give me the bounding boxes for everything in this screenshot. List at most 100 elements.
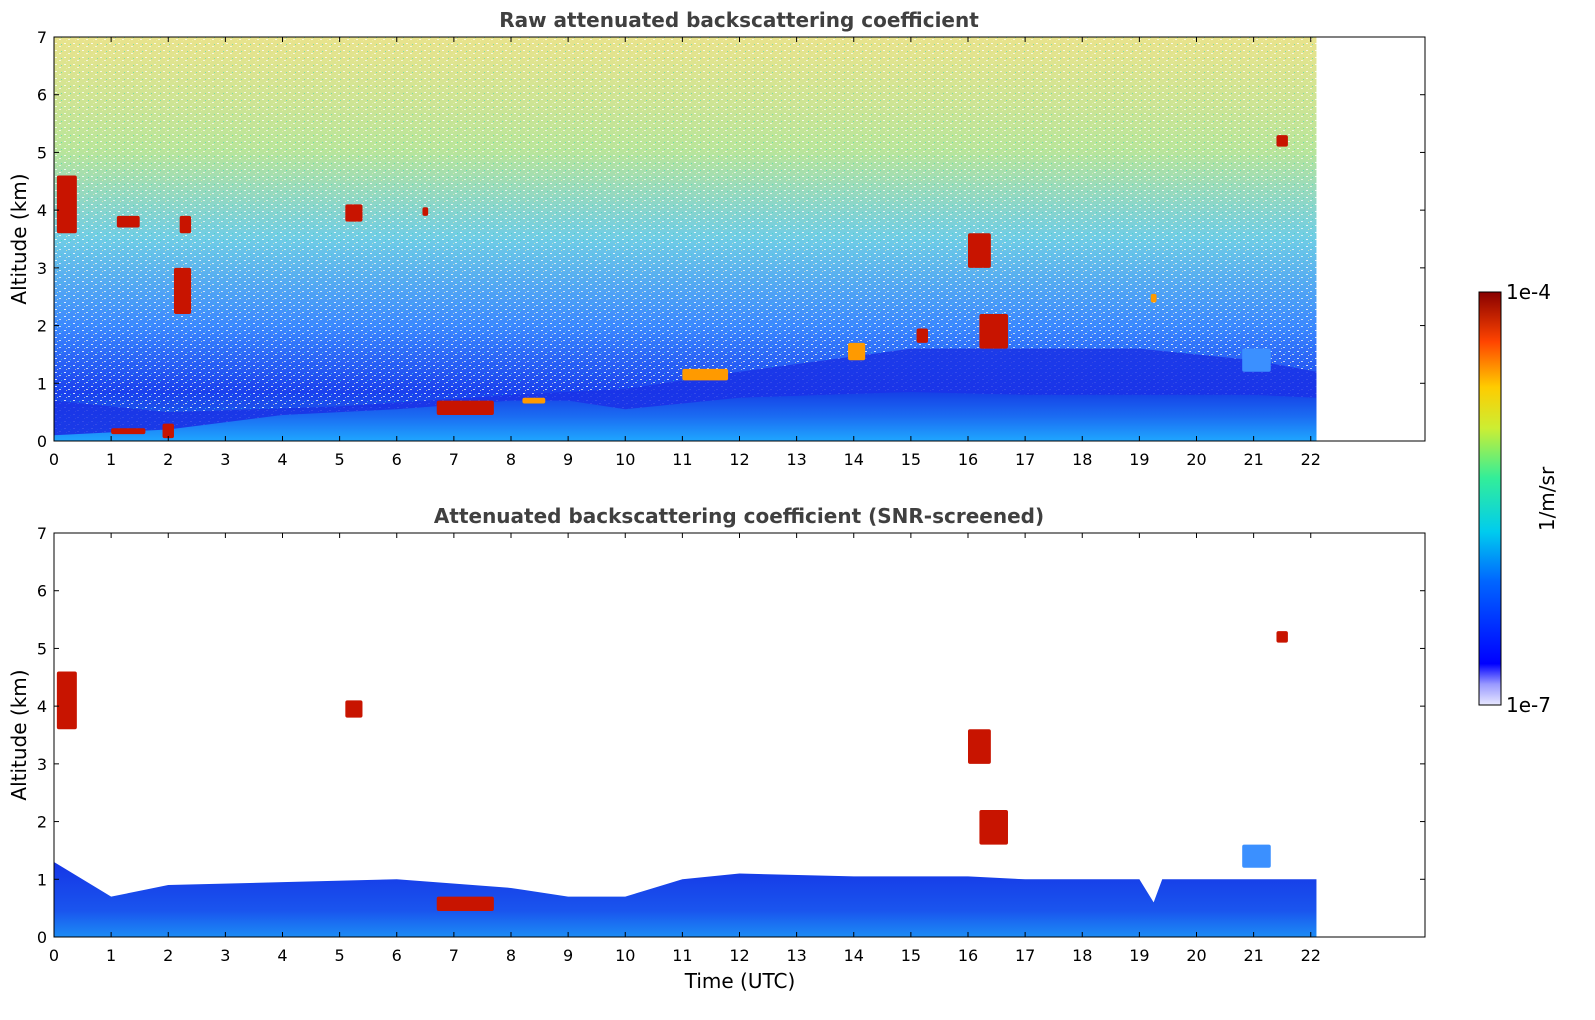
x-tick-label: 17 xyxy=(1015,450,1035,469)
x-tick-label: 22 xyxy=(1301,450,1321,469)
panel-screened-title: Attenuated backscattering coefficient (S… xyxy=(434,504,1044,528)
y-tick-label: 5 xyxy=(37,639,47,658)
screened-boundary-layer xyxy=(54,861,1317,937)
x-tick-label: 10 xyxy=(615,946,635,965)
x-tick-label: 14 xyxy=(844,450,864,469)
x-tick-label: 11 xyxy=(672,946,692,965)
cloud-feature-3 xyxy=(162,423,174,439)
x-tick-label: 5 xyxy=(335,450,345,469)
x-tick-label: 19 xyxy=(1129,450,1149,469)
y-tick-label: 6 xyxy=(37,86,47,105)
x-tick-label: 12 xyxy=(729,450,749,469)
x-tick-label: 12 xyxy=(729,946,749,965)
cloud-feature-4 xyxy=(173,267,192,315)
x-tick-label: 16 xyxy=(958,450,978,469)
x-tick-label: 7 xyxy=(449,946,459,965)
cloud-feature-16 xyxy=(1150,293,1157,303)
panel-raw-x-axis: 0 1 2 3 4 5 6 7 8 9 10 11 12 13 14 15 16 17 18 19 20 21 22 xyxy=(49,37,1321,469)
x-tick-label: 21 xyxy=(1243,946,1263,965)
cloud-feature-7 xyxy=(1242,844,1271,868)
cloud-feature-7 xyxy=(345,204,363,222)
x-tick-label: 2 xyxy=(163,450,173,469)
y-tick-label: 5 xyxy=(37,143,47,162)
cloud-feature-4 xyxy=(979,810,1008,845)
colorbar-min-label: 1e-7 xyxy=(1506,693,1551,717)
x-tick-label: 6 xyxy=(392,450,402,469)
x-tick-label: 9 xyxy=(563,450,573,469)
y-tick-label: 2 xyxy=(37,317,47,336)
x-tick-label: 3 xyxy=(220,450,230,469)
y-tick-label: 4 xyxy=(37,201,47,220)
panel-screened: Attenuated backscattering coefficient (S… xyxy=(7,504,1426,993)
screened-backscatter-heatmap xyxy=(54,631,1317,937)
x-tick-label: 15 xyxy=(901,946,921,965)
x-tick-label: 8 xyxy=(506,946,516,965)
y-tick-label: 2 xyxy=(37,813,47,832)
panel-raw: Raw attenuated backscattering coefficien… xyxy=(7,8,1426,469)
cloud-feature-13 xyxy=(916,328,929,343)
x-tick-label: 19 xyxy=(1129,946,1149,965)
y-tick-label: 3 xyxy=(37,755,47,774)
colorbar-max-label: 1e-4 xyxy=(1506,280,1551,304)
cloud-feature-9 xyxy=(436,400,494,416)
panel-screened-y-axis: 0 1 2 3 4 5 6 7 xyxy=(37,524,1425,947)
panel-raw-title: Raw attenuated backscattering coefficien… xyxy=(499,8,979,32)
cloud-feature-12 xyxy=(848,342,866,361)
x-tick-label: 4 xyxy=(277,450,287,469)
x-tick-label: 22 xyxy=(1301,946,1321,965)
x-tick-label: 20 xyxy=(1186,450,1206,469)
cloud-feature-11 xyxy=(682,368,729,381)
x-tick-label: 18 xyxy=(1072,450,1092,469)
y-tick-label: 1 xyxy=(37,374,47,393)
x-tick-label: 0 xyxy=(49,450,59,469)
panel-raw-ylabel: Altitude (km) xyxy=(7,173,31,304)
y-tick-label: 0 xyxy=(37,432,47,451)
x-tick-label: 13 xyxy=(786,450,806,469)
cloud-feature-18 xyxy=(1276,135,1288,147)
colorbar-unit-label: 1/m/sr xyxy=(1535,466,1559,531)
cloud-feature-1 xyxy=(56,671,77,730)
x-tick-label: 7 xyxy=(449,450,459,469)
raw-backscatter-heatmap xyxy=(54,37,1317,441)
y-tick-label: 7 xyxy=(37,524,47,543)
x-tick-label: 14 xyxy=(844,946,864,965)
panel-raw-y-axis: 0 1 2 3 4 5 6 7 xyxy=(37,28,1425,451)
y-tick-label: 7 xyxy=(37,28,47,47)
y-tick-label: 4 xyxy=(37,697,47,716)
cloud-feature-17 xyxy=(1242,348,1271,372)
y-tick-label: 3 xyxy=(37,259,47,278)
x-tick-label: 5 xyxy=(335,946,345,965)
x-tick-label: 17 xyxy=(1015,946,1035,965)
y-tick-label: 6 xyxy=(37,582,47,601)
cloud-feature-14 xyxy=(968,233,991,268)
x-tick-label: 6 xyxy=(392,946,402,965)
y-tick-label: 0 xyxy=(37,928,47,947)
x-tick-label: 21 xyxy=(1243,450,1263,469)
cloud-feature-6 xyxy=(116,215,140,228)
x-tick-label: 4 xyxy=(277,946,287,965)
cloud-feature-10 xyxy=(522,397,546,404)
x-tick-label: 9 xyxy=(563,946,573,965)
x-tick-label: 16 xyxy=(958,946,978,965)
cloud-feature-3 xyxy=(968,729,991,764)
cloud-feature-8 xyxy=(422,207,429,216)
x-tick-label: 10 xyxy=(615,450,635,469)
colorbar: 1e-4 1e-7 1/m/sr xyxy=(1478,280,1559,717)
x-tick-label: 18 xyxy=(1072,946,1092,965)
cloud-feature-1 xyxy=(56,175,77,234)
x-tick-label: 20 xyxy=(1186,946,1206,965)
x-tick-label: 1 xyxy=(106,946,116,965)
raw-boundary-layer xyxy=(54,391,1317,441)
x-tick-label: 13 xyxy=(786,946,806,965)
cloud-feature-6 xyxy=(436,896,494,912)
y-tick-label: 1 xyxy=(37,870,47,889)
panel-screened-ylabel: Altitude (km) xyxy=(7,669,31,800)
panel-screened-x-axis: 0 1 2 3 4 5 6 7 8 9 10 11 12 13 14 15 16 17 18 19 20 21 22 xyxy=(49,533,1321,965)
panel-screened-xlabel: Time (UTC) xyxy=(684,969,796,993)
x-tick-label: 8 xyxy=(506,450,516,469)
x-tick-label: 1 xyxy=(106,450,116,469)
cloud-feature-15 xyxy=(979,314,1008,349)
colorbar-gradient xyxy=(1478,291,1502,706)
cloud-feature-5 xyxy=(179,215,192,234)
